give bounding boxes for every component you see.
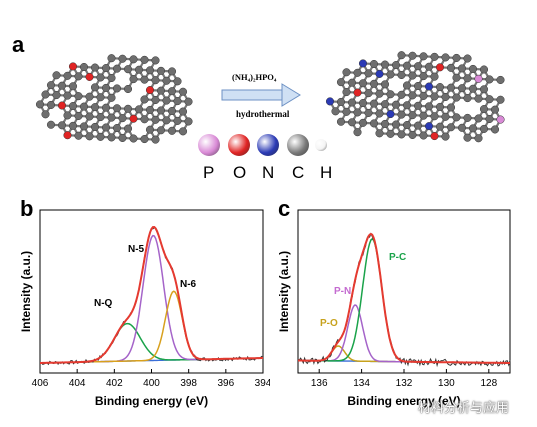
- legend-atom-h: [315, 139, 327, 151]
- x-tick-label: 402: [106, 378, 123, 389]
- panel-c-label: c: [278, 196, 291, 221]
- legend-atom-n: [257, 134, 279, 156]
- x-tick-label: 396: [217, 378, 234, 389]
- x-tick-label: 404: [69, 378, 86, 389]
- watermark: 材料分析与应用: [418, 401, 510, 416]
- plot-frame: [39, 209, 264, 374]
- y-axis-label: Intensity (a.u.): [19, 251, 33, 332]
- annotation-p-c: P-C: [389, 252, 406, 263]
- raw-data-line: [39, 227, 264, 366]
- x-tick-label: 132: [396, 378, 413, 389]
- legend-label-c: C: [292, 163, 305, 182]
- x-axis-label: Binding energy (eV): [95, 394, 208, 408]
- x-tick-label: 406: [32, 378, 49, 389]
- graphene-oxide-structure: (NH₄)₂HPO₄ hydrothermal: [35, 51, 505, 144]
- peak-n-5: [40, 234, 263, 364]
- legend-label-h: H: [320, 163, 333, 182]
- annotation-n-6: N-6: [180, 279, 197, 290]
- annotation-p-o: P-O: [320, 318, 338, 329]
- peak-n-q: [40, 322, 263, 364]
- x-tick-label: 130: [438, 378, 455, 389]
- x-tick-label: 128: [480, 378, 497, 389]
- x-tick-label: 398: [180, 378, 197, 389]
- legend-label-o: O: [233, 163, 247, 182]
- legend-label-n: N: [262, 163, 275, 182]
- y-axis-label: Intensity (a.u.): [277, 251, 291, 332]
- annotation-p-n: P-N: [334, 286, 351, 297]
- condition-label: hydrothermal: [236, 109, 290, 119]
- molecule-left: [35, 54, 193, 144]
- legend-label-p: P: [203, 163, 215, 182]
- panel-b-label: b: [20, 196, 34, 221]
- legend-atom-o: [228, 134, 250, 156]
- x-axis-label: Binding energy (eV): [347, 394, 460, 408]
- x-tick-label: 400: [143, 378, 160, 389]
- legend-atom-c: [287, 134, 309, 156]
- panel-a-label: a: [12, 32, 25, 57]
- x-tick-label: 134: [353, 378, 370, 389]
- peak-n-6: [40, 290, 263, 364]
- chart-n1s: 406 404 402 400 398 396 394 Binding energy (eV)…: [19, 209, 270, 408]
- annotation-n-5: N-5: [128, 244, 145, 255]
- reagent-label: (NH₄)₂HPO₄: [232, 72, 277, 82]
- molecule-right: [325, 51, 505, 143]
- chart-p2p: 136 134 132 130 128 Binding energy (eV) Intens…: [277, 209, 511, 408]
- annotation-n-q: N-Q: [94, 298, 113, 309]
- legend-atom-p: [198, 134, 220, 156]
- x-tick-label: 394: [255, 378, 270, 389]
- plot-frame: [297, 209, 511, 374]
- x-tick-label: 136: [311, 378, 328, 389]
- fit-envelope-line: [298, 232, 510, 364]
- reaction-arrow: [221, 83, 301, 107]
- fit-envelope-line: [40, 225, 263, 364]
